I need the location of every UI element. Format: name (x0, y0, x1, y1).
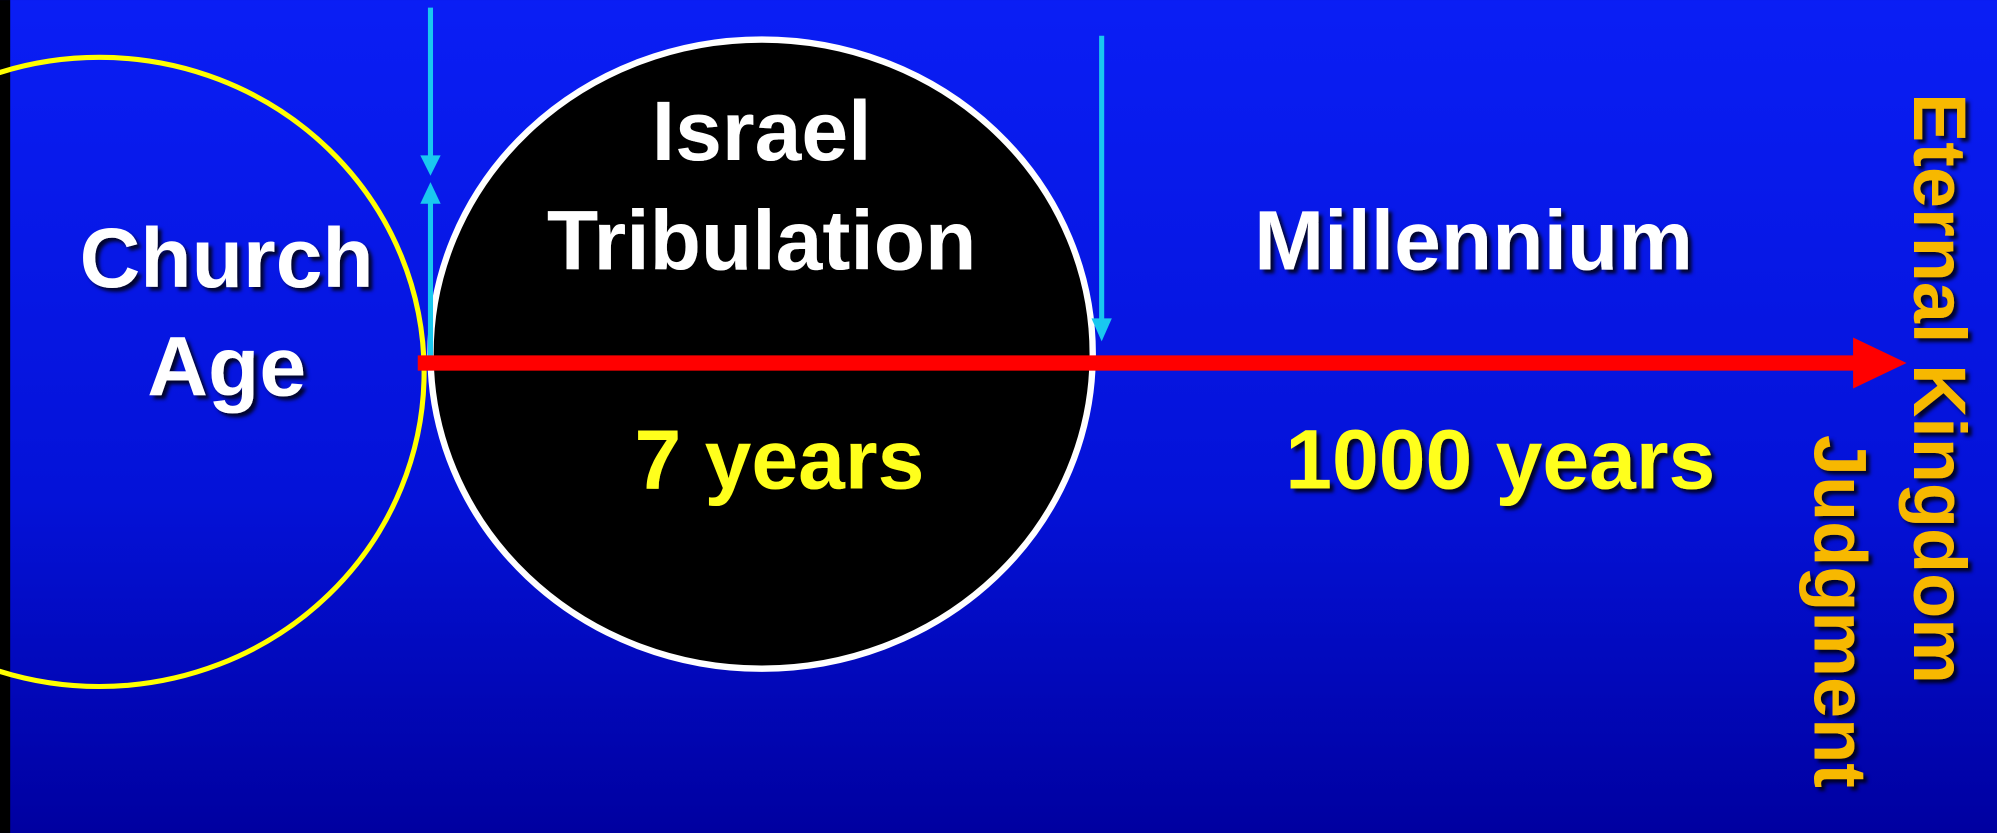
arrow-head (420, 155, 441, 176)
rapture-arrows (420, 7, 1112, 364)
left-edge (0, 0, 11, 833)
arrow-head (1091, 318, 1112, 342)
label: Tribulation (547, 193, 977, 287)
labels: Church Age Israel Tribulation 7 years Mi… (80, 84, 1981, 788)
label: Church (80, 211, 374, 305)
vertical-label: Judgment (1798, 435, 1881, 788)
church-age-circle (0, 54, 427, 689)
label: Millennium (1254, 193, 1693, 287)
label: Age (147, 319, 306, 413)
timeline-head (1853, 337, 1907, 389)
duration: 1000 years (1285, 412, 1715, 506)
vertical-label: Eternal Kingdom (1898, 93, 1981, 684)
timeline (417, 355, 1860, 371)
arrow-head (420, 182, 441, 204)
duration: 7 years (635, 412, 925, 506)
label: Israel (652, 84, 872, 178)
